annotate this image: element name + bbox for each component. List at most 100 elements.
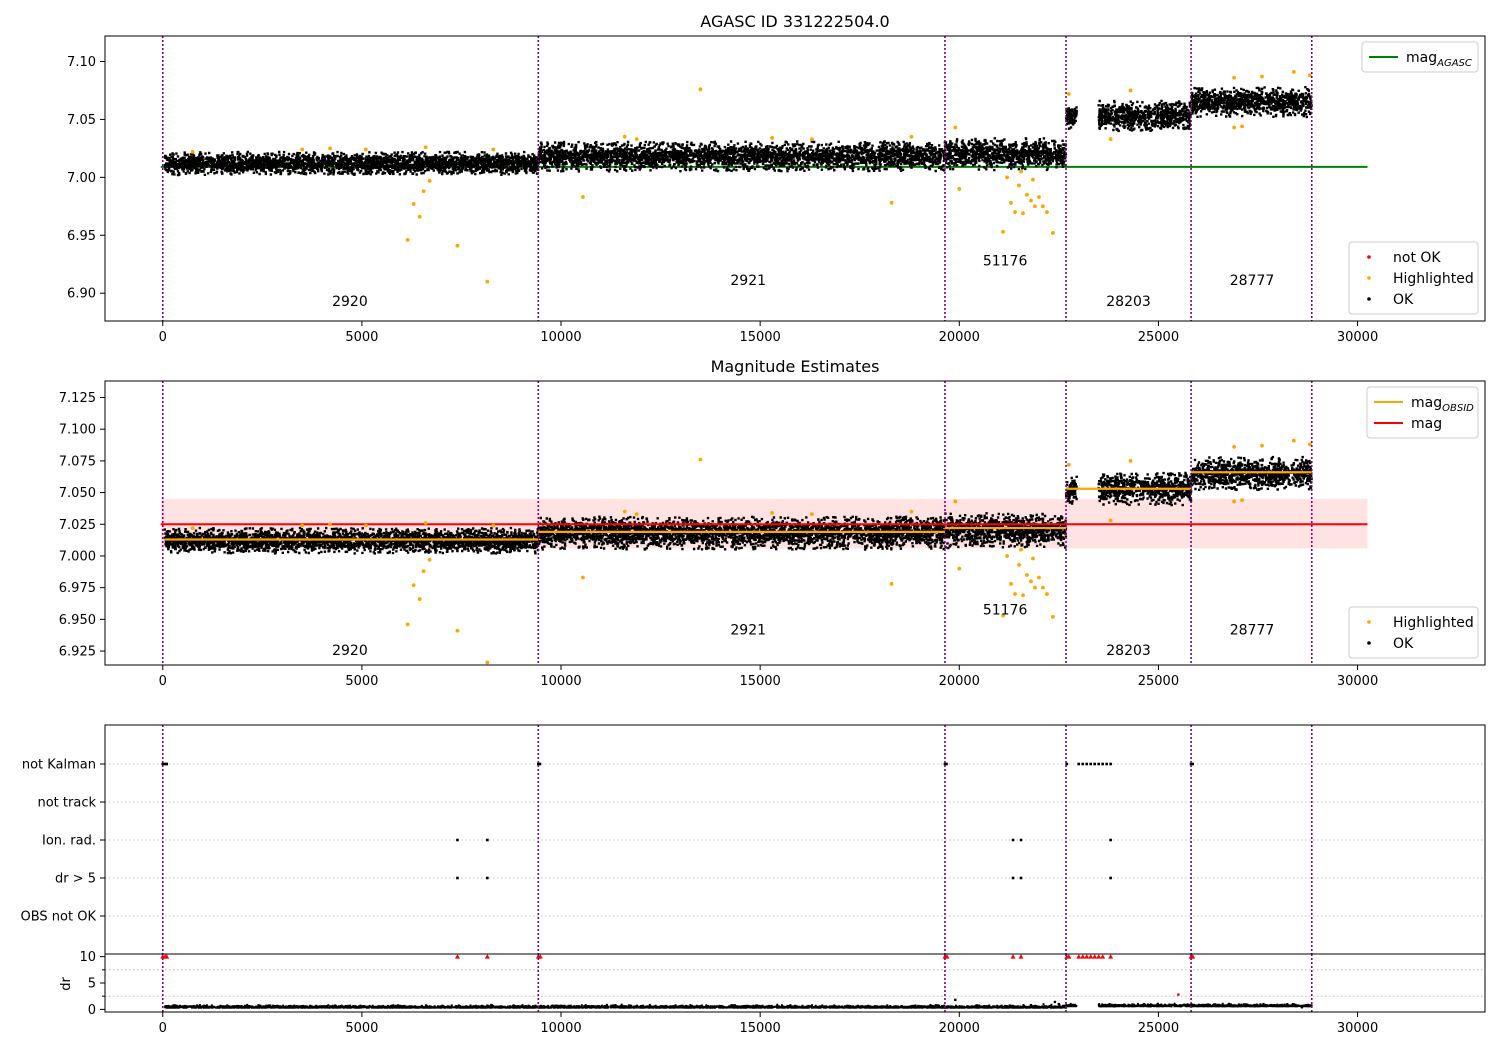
flag-label-3: dr > 5	[55, 872, 96, 887]
legend-label-2: OK	[1393, 292, 1414, 308]
highlighted-point-40	[909, 509, 914, 514]
legend-label-0: Highlighted	[1393, 615, 1474, 631]
highlighted-point-41	[953, 125, 958, 130]
highlighted-point-14	[1017, 183, 1021, 188]
highlighted-point-11	[1001, 613, 1005, 618]
obs-label-2: 51176	[983, 602, 1028, 618]
highlighted-point-45	[1291, 70, 1296, 74]
legend-marker-0	[1367, 620, 1371, 624]
ok-points-obs-0	[163, 150, 540, 177]
ok-points-obs-2	[943, 512, 1068, 550]
obs-label-3: 28203	[1106, 294, 1151, 310]
x-tick-label-2: 10000	[540, 330, 581, 345]
dr-clipped-marker-14	[1080, 954, 1086, 959]
x-tick-label-3: 15000	[739, 1021, 780, 1036]
flag-point-0-0	[161, 762, 165, 766]
flag-point-0-6	[945, 762, 948, 766]
highlighted-point-21	[1041, 585, 1045, 590]
legend-top-right: magAGASC	[1361, 41, 1479, 73]
highlighted-point-24	[1005, 175, 1009, 180]
highlighted-point-3	[421, 569, 426, 574]
highlighted-point-18	[1031, 177, 1035, 182]
dr-outlier-0	[954, 998, 957, 1002]
x-tick-label-2: 10000	[540, 1021, 581, 1036]
ok-points-obs-5	[1189, 455, 1313, 492]
highlighted-point-17	[1029, 579, 1033, 584]
x-tick-label-2: 10000	[540, 674, 581, 689]
y-tick-label-7: 7.100	[59, 423, 96, 438]
highlighted-point-38	[770, 136, 774, 140]
highlighted-point-42	[1066, 462, 1071, 467]
highlighted-point-19	[1033, 204, 1037, 209]
highlighted-point-27	[1128, 88, 1133, 93]
ok-points-obs-4	[1097, 99, 1193, 133]
flag-label-2: Ion. rad.	[42, 834, 96, 849]
dr-outlier-5	[1300, 1006, 1303, 1009]
highlighted-point-41	[953, 499, 958, 504]
ok-points-obs-0	[163, 526, 540, 555]
highlighted-point-7	[581, 195, 585, 199]
highlighted-point-40	[909, 134, 914, 139]
obs-label-0: 2920	[332, 294, 368, 310]
highlighted-point-10	[957, 187, 962, 191]
ok-points-obs-5-marks	[1189, 455, 1313, 492]
panel2-plot: 2920 2921 51176 28203 28777 0 5000 10000 15000 20…	[59, 380, 1486, 689]
ok-points-obs-1	[537, 140, 947, 173]
flag-point-3-4	[1109, 876, 1112, 880]
highlighted-point-17	[1029, 198, 1033, 203]
x-tick-label-6: 30000	[1337, 330, 1378, 345]
dr-outlier-4	[1177, 993, 1180, 996]
panel1-title: AGASC ID 331222504.0	[700, 12, 889, 31]
flag-point-3-0	[456, 876, 459, 880]
flag-point-3-2	[1011, 876, 1015, 880]
plot-area: 2920 2921 51176 28203 28777	[160, 36, 1368, 321]
dr-outlier-2	[1053, 1000, 1057, 1004]
highlighted-point-42	[1066, 92, 1071, 96]
ok-points-obs-0-marks	[163, 150, 540, 177]
dr-clipped-marker-17	[1092, 954, 1098, 959]
ok-points-obs-3	[1064, 106, 1078, 130]
highlighted-point-2	[417, 597, 422, 601]
obs-label-1: 2921	[730, 273, 766, 289]
obs-label-4: 28777	[1230, 273, 1275, 289]
x-tick-label-1: 5000	[345, 674, 378, 689]
highlighted-point-43	[1232, 75, 1236, 80]
dr-clipped-marker-8	[944, 954, 950, 959]
panel1-plot: 2920 2921 51176 28203 28777 0 5000 10000 15000 20…	[67, 35, 1486, 345]
legend-marker-1	[1367, 276, 1371, 280]
dr-outlier-1	[1029, 1003, 1033, 1007]
legend-label-1: mag	[1411, 416, 1442, 432]
flag-point-0-1	[163, 762, 167, 766]
flag-point-0-16	[1109, 762, 1112, 766]
highlighted-point-37	[634, 512, 639, 517]
dr-points-obs-4	[1097, 1002, 1192, 1008]
dr-clipped-marker-16	[1088, 954, 1094, 959]
dr-clipped-marker-22	[1190, 954, 1196, 959]
highlighted-point-33	[363, 147, 368, 152]
ok-points-obs-3-marks	[1064, 475, 1078, 505]
dr-y-tick-label-1: 5	[88, 977, 96, 992]
highlighted-point-0	[405, 622, 410, 627]
flag-point-2-0	[456, 838, 459, 842]
highlighted-point-1	[411, 583, 416, 588]
legend-lower-right: not OK Highlighted OK	[1348, 241, 1479, 315]
ok-points-obs-2	[943, 137, 1068, 172]
highlighted-point-0	[405, 238, 410, 242]
highlighted-point-5	[455, 243, 460, 248]
highlighted-point-28	[1232, 125, 1236, 130]
legend-lower-right: Highlighted OK	[1348, 606, 1479, 659]
x-tick-label-6: 30000	[1337, 1021, 1378, 1036]
ok-points-obs-1-marks	[537, 140, 947, 173]
axes-frame	[104, 380, 1486, 666]
dr-points-obs-3	[1065, 1002, 1078, 1008]
dr-clipped-marker-9	[1010, 954, 1016, 959]
x-tick-label-4: 20000	[939, 330, 980, 345]
flag-label-0: not Kalman	[22, 758, 96, 773]
obs-label-1: 2921	[730, 623, 766, 639]
legend-label-1: Highlighted	[1393, 271, 1474, 287]
x-tick-label-0: 0	[159, 674, 167, 689]
highlighted-point-24	[1005, 554, 1009, 558]
highlighted-point-19	[1033, 585, 1037, 590]
highlighted-point-30	[190, 526, 195, 530]
highlighted-point-13	[1013, 592, 1017, 596]
